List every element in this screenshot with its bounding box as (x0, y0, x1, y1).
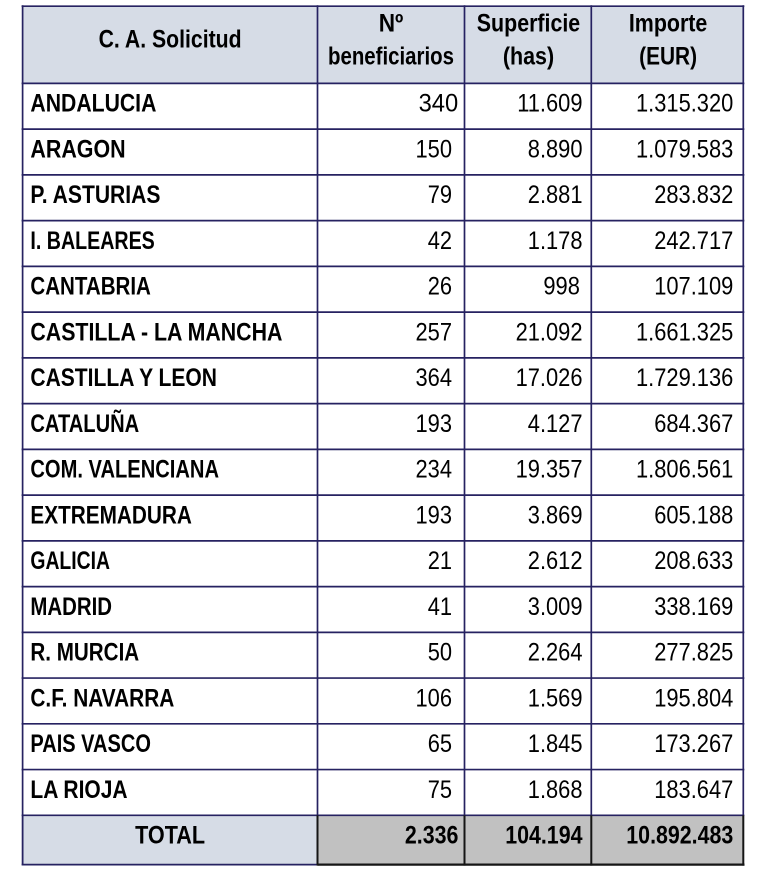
svg-text:21: 21 (428, 547, 452, 575)
svg-text:193: 193 (416, 410, 453, 438)
svg-text:PAIS VASCO: PAIS VASCO (30, 730, 150, 758)
svg-text:Importe: Importe (629, 10, 708, 38)
svg-text:2.336: 2.336 (405, 822, 459, 850)
svg-text:(EUR): (EUR) (639, 42, 697, 70)
svg-text:2.881: 2.881 (528, 181, 583, 209)
svg-text:1.845: 1.845 (528, 730, 583, 758)
svg-text:195.804: 195.804 (654, 684, 733, 712)
svg-text:364: 364 (416, 364, 453, 392)
svg-text:1.079.583: 1.079.583 (636, 135, 733, 163)
svg-text:1.178: 1.178 (528, 227, 583, 255)
svg-text:8.890: 8.890 (528, 135, 583, 163)
svg-text:CATALUÑA: CATALUÑA (30, 408, 139, 438)
svg-text:75: 75 (428, 776, 452, 804)
svg-text:41: 41 (428, 593, 452, 621)
svg-text:257: 257 (416, 318, 453, 346)
svg-text:MADRID: MADRID (30, 593, 112, 621)
svg-text:Superficie: Superficie (477, 10, 580, 38)
svg-text:CASTILLA - LA MANCHA: CASTILLA - LA MANCHA (30, 318, 282, 346)
svg-text:106: 106 (416, 684, 453, 712)
svg-text:1.729.136: 1.729.136 (636, 364, 733, 392)
svg-text:21.092: 21.092 (516, 318, 583, 346)
svg-text:65: 65 (428, 730, 452, 758)
svg-text:TOTAL: TOTAL (135, 822, 205, 850)
svg-text:998: 998 (543, 273, 580, 301)
svg-text:R. MURCIA: R. MURCIA (30, 639, 139, 667)
svg-text:Nº: Nº (379, 10, 404, 38)
svg-text:2.612: 2.612 (528, 547, 583, 575)
svg-text:3.009: 3.009 (528, 593, 583, 621)
svg-text:I. BALEARES: I. BALEARES (30, 227, 154, 255)
svg-text:P. ASTURIAS: P. ASTURIAS (30, 181, 160, 209)
svg-text:C. A. Solicitud: C. A. Solicitud (99, 25, 242, 53)
svg-text:ANDALUCIA: ANDALUCIA (30, 90, 156, 118)
svg-text:277.825: 277.825 (654, 639, 733, 667)
svg-text:1.868: 1.868 (528, 776, 583, 804)
svg-text:42: 42 (428, 227, 452, 255)
svg-text:26: 26 (428, 273, 452, 301)
svg-text:208.633: 208.633 (654, 547, 733, 575)
svg-text:EXTREMADURA: EXTREMADURA (30, 501, 192, 529)
svg-text:1.661.325: 1.661.325 (636, 318, 733, 346)
svg-text:CASTILLA Y LEON: CASTILLA Y LEON (30, 364, 217, 392)
svg-text:beneficiarios: beneficiarios (328, 42, 454, 70)
svg-text:605.188: 605.188 (654, 501, 733, 529)
svg-text:193: 193 (416, 501, 453, 529)
svg-text:234: 234 (416, 456, 453, 484)
svg-text:50: 50 (428, 639, 452, 667)
svg-text:4.127: 4.127 (528, 410, 583, 438)
svg-text:10.892.483: 10.892.483 (626, 822, 733, 850)
svg-text:CANTABRIA: CANTABRIA (30, 273, 150, 301)
svg-text:150: 150 (416, 135, 453, 163)
svg-text:242.717: 242.717 (654, 227, 733, 255)
svg-text:104.194: 104.194 (505, 822, 582, 850)
svg-text:(has): (has) (503, 42, 554, 70)
svg-text:79: 79 (428, 181, 452, 209)
svg-text:COM. VALENCIANA: COM. VALENCIANA (30, 456, 219, 484)
svg-text:2.264: 2.264 (528, 639, 583, 667)
svg-text:338.169: 338.169 (654, 593, 733, 621)
svg-text:1.806.561: 1.806.561 (636, 456, 733, 484)
svg-text:19.357: 19.357 (516, 456, 583, 484)
svg-text:GALICIA: GALICIA (30, 547, 110, 575)
svg-text:3.869: 3.869 (528, 501, 583, 529)
svg-text:1.569: 1.569 (528, 684, 583, 712)
svg-text:107.109: 107.109 (654, 273, 733, 301)
svg-text:183.647: 183.647 (654, 776, 733, 804)
svg-text:340: 340 (419, 90, 459, 118)
svg-text:ARAGON: ARAGON (30, 135, 125, 163)
svg-text:11.609: 11.609 (517, 90, 582, 118)
svg-text:1.315.320: 1.315.320 (636, 90, 733, 118)
svg-text:173.267: 173.267 (654, 730, 733, 758)
svg-text:C.F. NAVARRA: C.F. NAVARRA (30, 684, 174, 712)
svg-text:17.026: 17.026 (516, 364, 583, 392)
svg-text:LA RIOJA: LA RIOJA (30, 776, 127, 804)
svg-text:283.832: 283.832 (654, 181, 733, 209)
svg-text:684.367: 684.367 (654, 410, 733, 438)
